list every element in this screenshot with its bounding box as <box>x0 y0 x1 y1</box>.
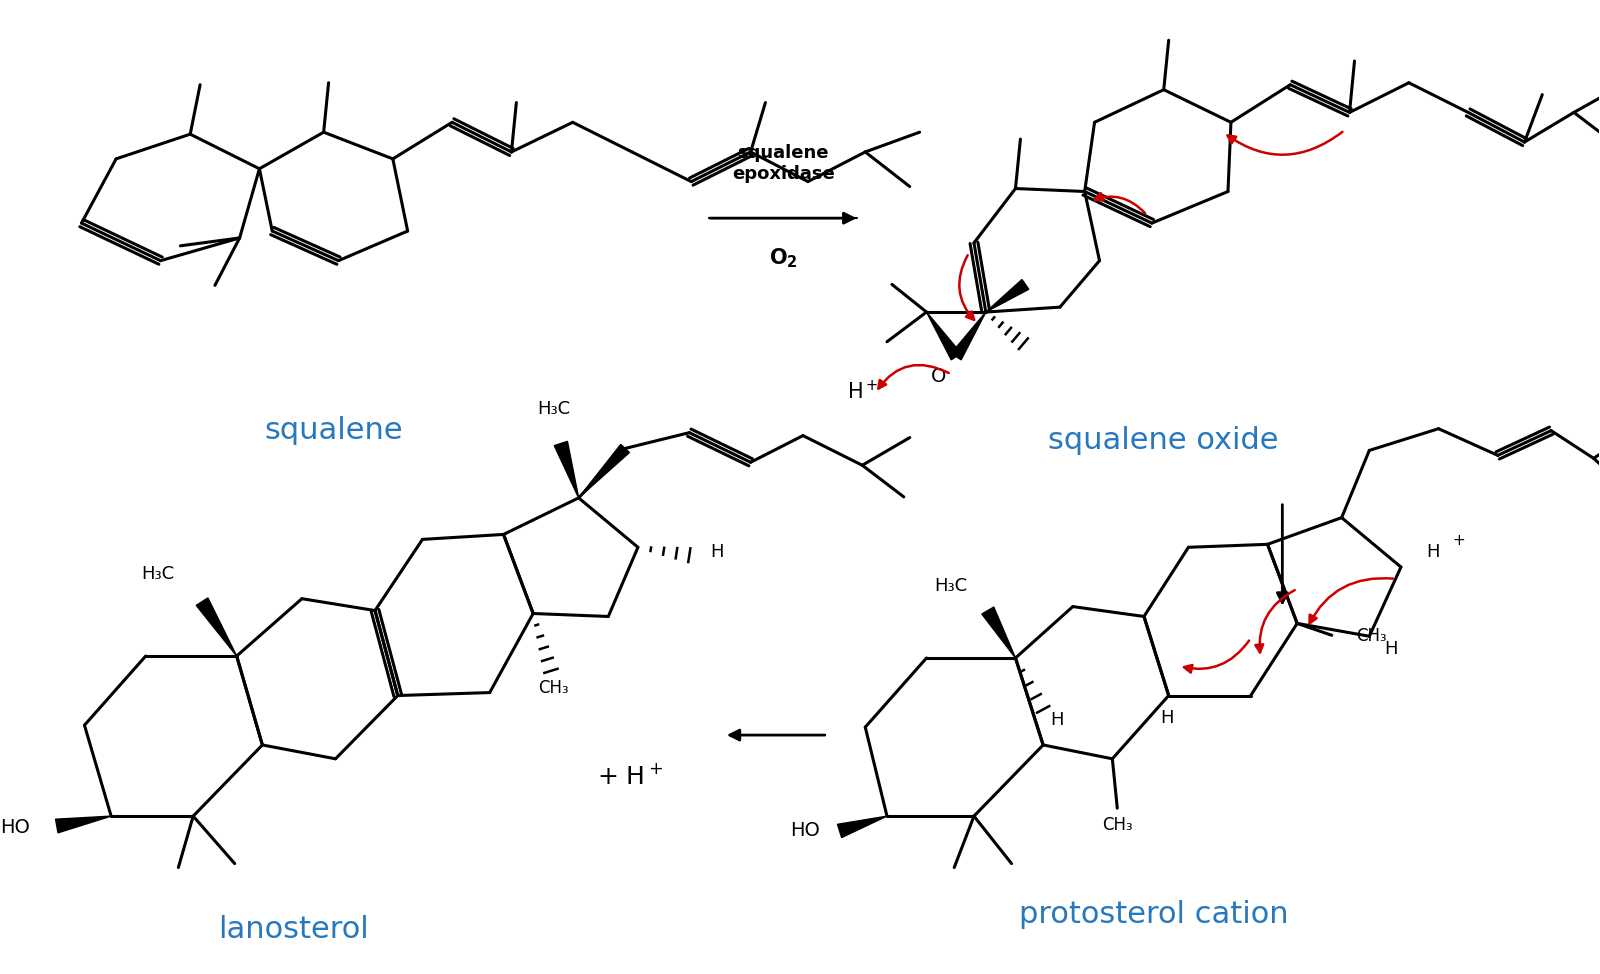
Text: H: H <box>1426 543 1440 561</box>
Text: H: H <box>1160 709 1173 728</box>
Text: O: O <box>931 367 946 386</box>
Text: HO: HO <box>0 818 30 838</box>
Text: HO: HO <box>790 821 819 841</box>
Text: H₃C: H₃C <box>538 400 571 418</box>
Polygon shape <box>579 444 629 498</box>
Text: H₃C: H₃C <box>934 577 968 595</box>
Text: lanosterol: lanosterol <box>219 916 370 944</box>
Text: + H$^+$: + H$^+$ <box>597 764 662 789</box>
Text: H: H <box>1384 640 1398 658</box>
Text: H$^+$: H$^+$ <box>846 380 878 403</box>
Text: CH₃: CH₃ <box>1357 627 1387 645</box>
Text: H: H <box>710 543 723 561</box>
Polygon shape <box>56 816 110 833</box>
Text: +: + <box>1451 534 1464 548</box>
Text: squalene
epoxidase: squalene epoxidase <box>731 144 835 183</box>
Text: CH₃: CH₃ <box>1102 816 1133 834</box>
Text: squalene oxide: squalene oxide <box>1048 426 1278 455</box>
Polygon shape <box>837 816 886 838</box>
Polygon shape <box>986 280 1029 312</box>
Polygon shape <box>982 607 1016 658</box>
Text: H₃C: H₃C <box>141 565 174 582</box>
Polygon shape <box>952 312 986 359</box>
Text: squalene: squalene <box>264 416 403 445</box>
Polygon shape <box>554 441 579 498</box>
Polygon shape <box>197 598 237 656</box>
Text: H: H <box>1050 711 1064 730</box>
Text: protosterol cation: protosterol cation <box>1019 900 1288 929</box>
Polygon shape <box>926 312 962 359</box>
Text: CH₃: CH₃ <box>538 679 568 696</box>
Text: $\mathbf{O_2}$: $\mathbf{O_2}$ <box>770 245 798 270</box>
